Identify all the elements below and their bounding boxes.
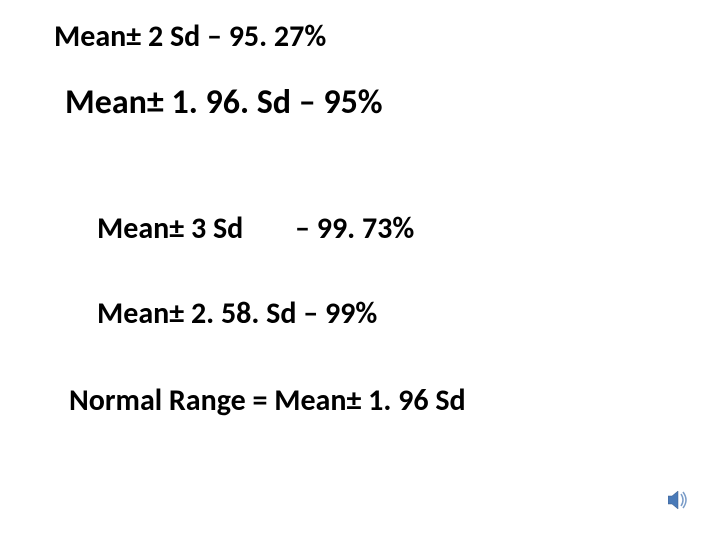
- stat-line-3-left: Mean± 3 Sd: [97, 210, 243, 247]
- stat-line-3-right: – 99. 73%: [295, 210, 414, 247]
- stat-line-1: Mean± 2 Sd – 95. 27%: [54, 18, 326, 55]
- stat-line-2: Mean± 1. 96. Sd – 95%: [65, 82, 383, 123]
- sound-icon: [668, 490, 690, 510]
- stat-line-5: Normal Range = Mean± 1. 96 Sd: [69, 382, 466, 419]
- stat-line-4: Mean± 2. 58. Sd – 99%: [97, 295, 377, 332]
- stat-line-3: Mean± 3 Sd – 99. 73%: [97, 210, 414, 247]
